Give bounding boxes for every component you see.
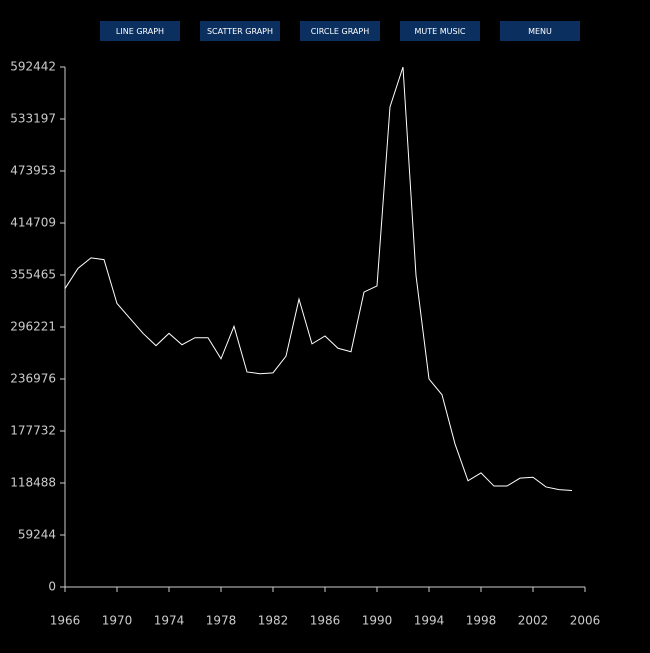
y-tick-label: 296221	[10, 320, 56, 334]
x-tick-label: 2002	[518, 614, 549, 628]
button[interactable]: CIRCLE GRAPH	[300, 21, 380, 41]
x-tick-label: 2006	[570, 614, 601, 628]
y-tick-label: 59244	[18, 528, 56, 542]
y-tick-label: 177732	[10, 424, 56, 438]
button-label[interactable]: SCATTER GRAPH	[207, 27, 273, 36]
button-bg[interactable]	[400, 21, 480, 41]
x-tick-label: 1970	[102, 614, 133, 628]
button-bg[interactable]	[300, 21, 380, 41]
y-tick-label: 118488	[10, 476, 56, 490]
button-label[interactable]: LINE GRAPH	[116, 27, 164, 36]
y-tick-label: 592442	[10, 60, 56, 74]
data-line	[64, 66, 573, 491]
y-tick-label: 533197	[10, 112, 56, 126]
y-tick-label: 414709	[10, 216, 56, 230]
button-label[interactable]: MENU	[528, 27, 552, 36]
x-tick-label: 1966	[50, 614, 81, 628]
button-bg[interactable]	[100, 21, 180, 41]
x-tick-label: 1986	[310, 614, 341, 628]
x-tick-label: 1982	[258, 614, 289, 628]
button[interactable]: MUTE MUSIC	[400, 21, 480, 41]
x-tick-label: 1990	[362, 614, 393, 628]
y-tick-label: 0	[48, 580, 56, 594]
button[interactable]: LINE GRAPH	[100, 21, 180, 41]
button-label[interactable]: MUTE MUSIC	[414, 27, 465, 36]
y-tick-label: 236976	[10, 372, 56, 386]
x-tick-label: 1978	[206, 614, 237, 628]
button[interactable]: MENU	[500, 21, 580, 41]
button[interactable]: SCATTER GRAPH	[200, 21, 280, 41]
x-tick-label: 1974	[154, 614, 185, 628]
x-tick-label: 1994	[414, 614, 445, 628]
button-bg[interactable]	[200, 21, 280, 41]
y-tick-label: 355465	[10, 268, 56, 282]
y-tick-label: 473953	[10, 164, 56, 178]
button-bg[interactable]	[500, 21, 580, 41]
x-tick-label: 1998	[466, 614, 497, 628]
button-label[interactable]: CIRCLE GRAPH	[311, 27, 370, 36]
